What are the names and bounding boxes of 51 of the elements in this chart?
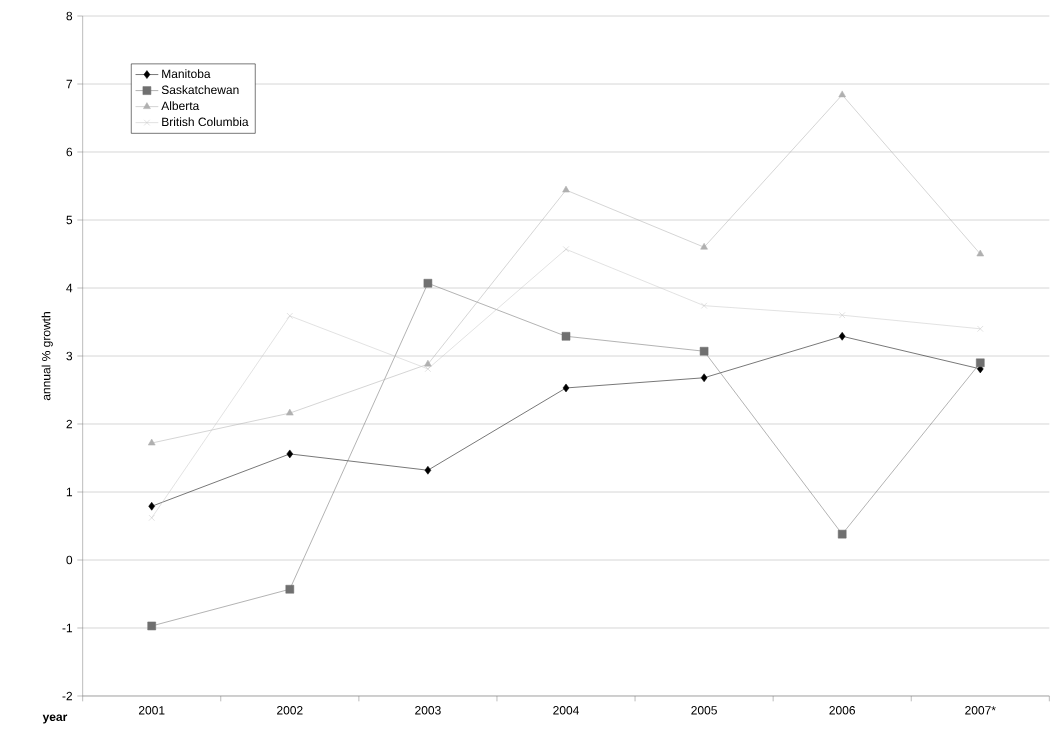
point: [837, 529, 847, 539]
y-tick-label: 3: [66, 351, 73, 361]
point: [977, 325, 984, 332]
y-tick-label: -2: [62, 691, 73, 701]
point: [148, 514, 155, 521]
point: [285, 584, 295, 594]
point: [839, 312, 846, 319]
legend-label: British Columbia: [162, 117, 249, 127]
x-tick-label: 2002: [277, 706, 303, 715]
point: [699, 346, 709, 356]
x-axis-title: year: [42, 714, 68, 724]
point: [838, 90, 846, 98]
point: [700, 373, 708, 383]
point: [701, 302, 708, 309]
point: [976, 249, 985, 257]
x-tick-label: 2003: [415, 706, 441, 715]
point: [561, 332, 571, 341]
x-tick-label: 2001: [138, 706, 165, 715]
legend-label: Alberta: [161, 101, 200, 111]
point: [147, 621, 156, 631]
point: [286, 408, 294, 416]
point: [424, 359, 432, 367]
x-tick-label: 2006: [829, 706, 856, 715]
y-axis-title: annual % growth: [41, 312, 53, 401]
y-tick-label: 2: [66, 419, 73, 429]
point: [700, 242, 708, 250]
point: [562, 185, 570, 193]
point: [286, 312, 293, 319]
point: [424, 465, 432, 475]
point: [976, 358, 985, 368]
legend-label: Saskatchewan: [161, 85, 239, 95]
point: [562, 383, 570, 393]
point: [562, 246, 570, 253]
point: [423, 278, 433, 288]
x-tick-label: 2004: [553, 706, 579, 715]
legend-label: Manitoba: [162, 69, 211, 79]
point: [286, 449, 294, 459]
y-tick-label: 7: [66, 79, 73, 89]
x-tick-label: 2007*: [965, 706, 996, 715]
y-tick-label: 6: [66, 147, 73, 157]
y-tick-label: 0: [66, 555, 73, 565]
y-tick-label: 8: [66, 11, 73, 21]
point: [148, 502, 155, 511]
y-tick-label: 5: [66, 215, 73, 225]
y-tick-label: 4: [66, 283, 73, 293]
point: [838, 332, 846, 341]
y-tick-label: 1: [66, 487, 73, 497]
x-tick-label: 2005: [691, 706, 717, 715]
y-tick-label: -1: [62, 623, 73, 633]
point: [147, 438, 156, 446]
point: [424, 365, 431, 373]
